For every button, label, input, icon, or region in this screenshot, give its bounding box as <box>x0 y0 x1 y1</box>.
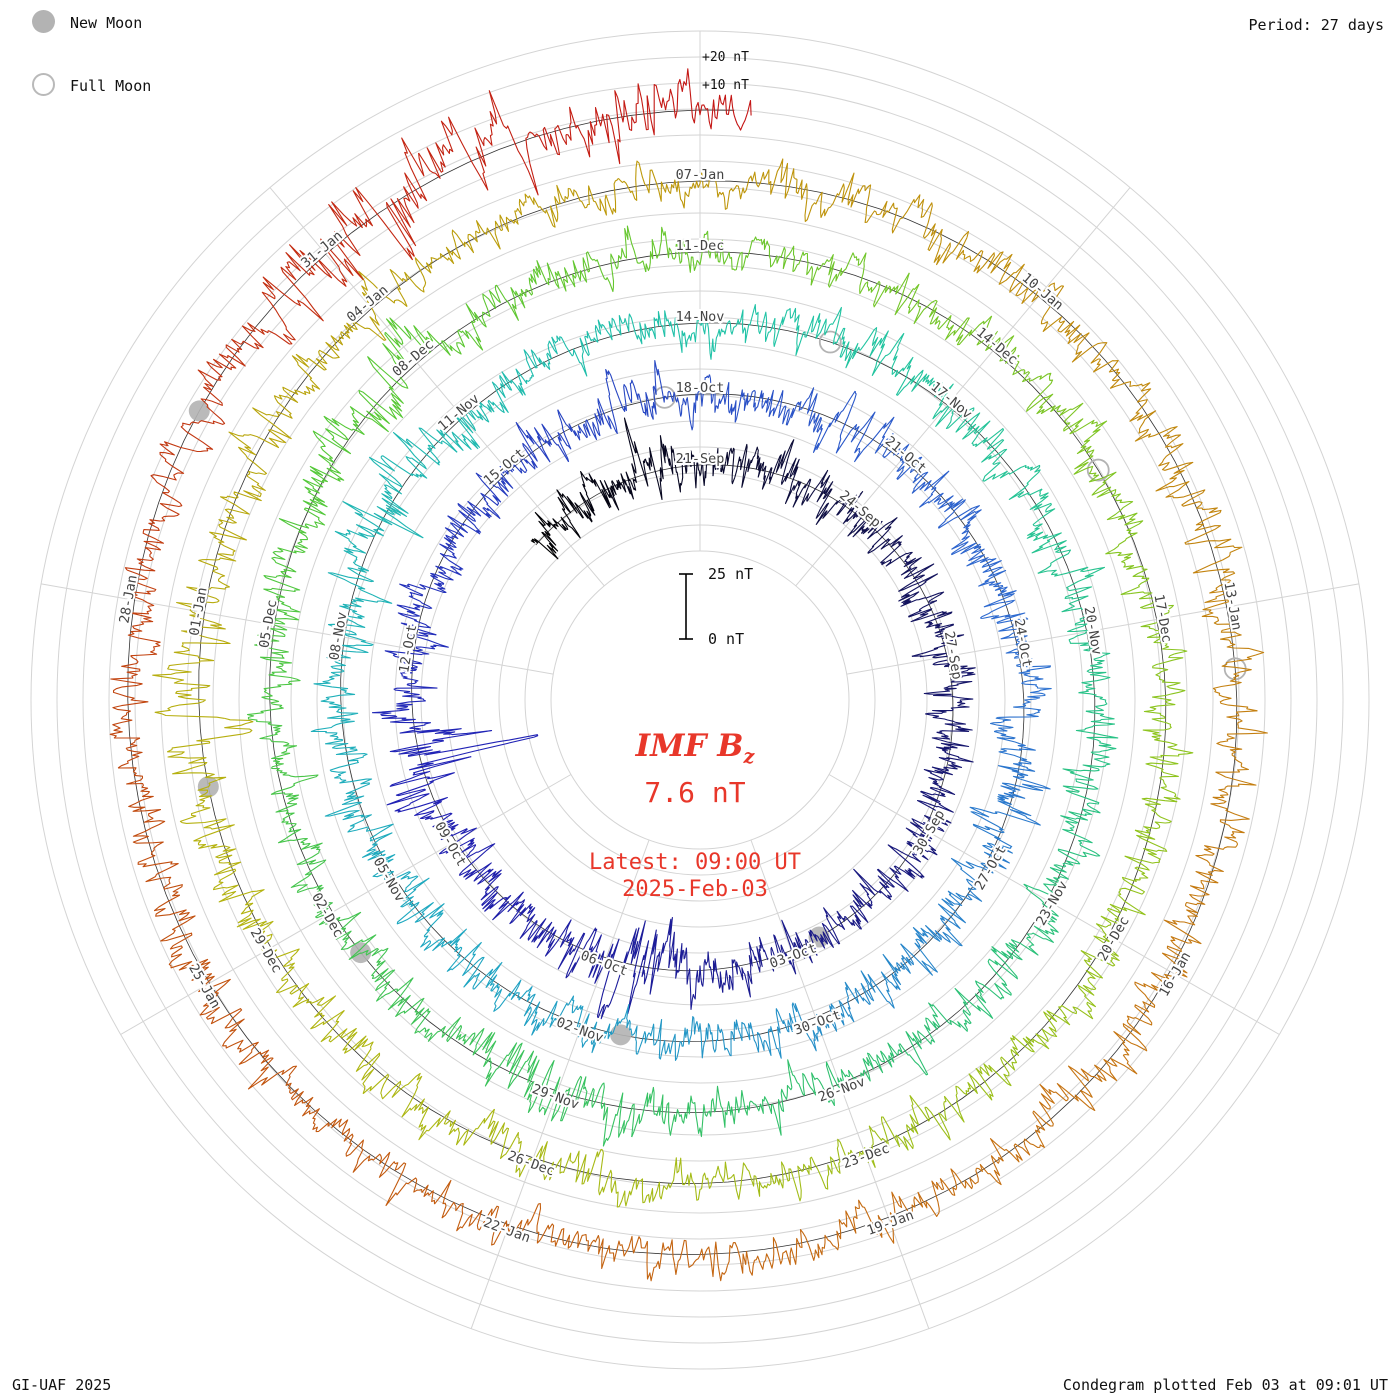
chart-title-subscript: z <box>743 745 755 769</box>
date-label: 21-Sep <box>676 451 725 467</box>
latest-time-line1: Latest: 09:00 UT <box>589 850 801 876</box>
latest-value: 7.6 nT <box>644 776 746 810</box>
gridline-label-plus10: +10 nT <box>702 78 749 93</box>
full-moon-icon <box>32 73 55 96</box>
date-label: 16-Jan <box>1156 949 1194 999</box>
legend-full-moon-label: Full Moon <box>70 77 152 95</box>
bz-trace <box>109 68 1268 1282</box>
date-label: 23-Dec <box>840 1140 891 1172</box>
date-label: 11-Nov <box>435 391 483 435</box>
chart-title: IMF Bz <box>395 728 995 768</box>
date-label: 22-Jan <box>481 1215 532 1247</box>
scale-label-25nt: 25 nT <box>708 565 754 583</box>
new-moon-marker <box>610 1024 632 1046</box>
full-moon-marker <box>1086 458 1110 482</box>
baseline-spiral <box>127 109 1238 1255</box>
scale-label-0nt: 0 nT <box>708 630 745 648</box>
date-label: 28-Jan <box>116 574 140 625</box>
date-label: 14-Dec <box>973 324 1021 368</box>
new-moon-marker <box>188 400 210 422</box>
polar-grid <box>30 30 1370 1370</box>
date-label: 25-Jan <box>185 961 223 1011</box>
center-annotation: IMF Bz 7.6 nT Latest: 09:00 UT 2025-Feb-… <box>395 728 995 903</box>
date-label: 04-Jan <box>344 282 392 326</box>
legend-full-moon <box>32 73 55 96</box>
date-label: 08-Nov <box>326 611 350 662</box>
scale-bar <box>679 573 693 640</box>
date-label: 14-Nov <box>676 309 725 325</box>
date-label: 24-Oct <box>1011 618 1035 669</box>
latest-time: Latest: 09:00 UT 2025-Feb-03 <box>395 849 995 903</box>
legend-new-moon <box>32 10 55 33</box>
plotted-timestamp: Condegram plotted Feb 03 at 09:01 UT <box>1062 1376 1388 1394</box>
chart-title-main: IMF B <box>635 728 744 764</box>
date-label: 26-Nov <box>816 1074 867 1106</box>
date-label: 02-Dec <box>308 890 346 940</box>
date-label: 07-Jan <box>676 167 725 183</box>
date-label: 27-Sep <box>941 630 965 681</box>
date-label: 19-Jan <box>865 1207 916 1239</box>
latest-date-line2: 2025-Feb-03 <box>622 877 768 903</box>
new-moon-icon <box>32 10 55 33</box>
credit-label: GI-UAF 2025 <box>12 1376 112 1394</box>
period-label: Period: 27 days <box>1248 16 1384 34</box>
legend-new-moon-label: New Moon <box>70 14 143 32</box>
date-label: 11-Dec <box>676 238 725 254</box>
full-moon-marker <box>818 330 842 354</box>
new-moon-marker <box>350 942 372 964</box>
date-label: 18-Oct <box>676 380 725 396</box>
gridline-label-plus20: +20 nT <box>702 50 749 65</box>
date-label: 26-Dec <box>506 1148 557 1180</box>
date-label: 01-Jan <box>186 586 210 637</box>
new-moon-marker <box>808 926 830 948</box>
